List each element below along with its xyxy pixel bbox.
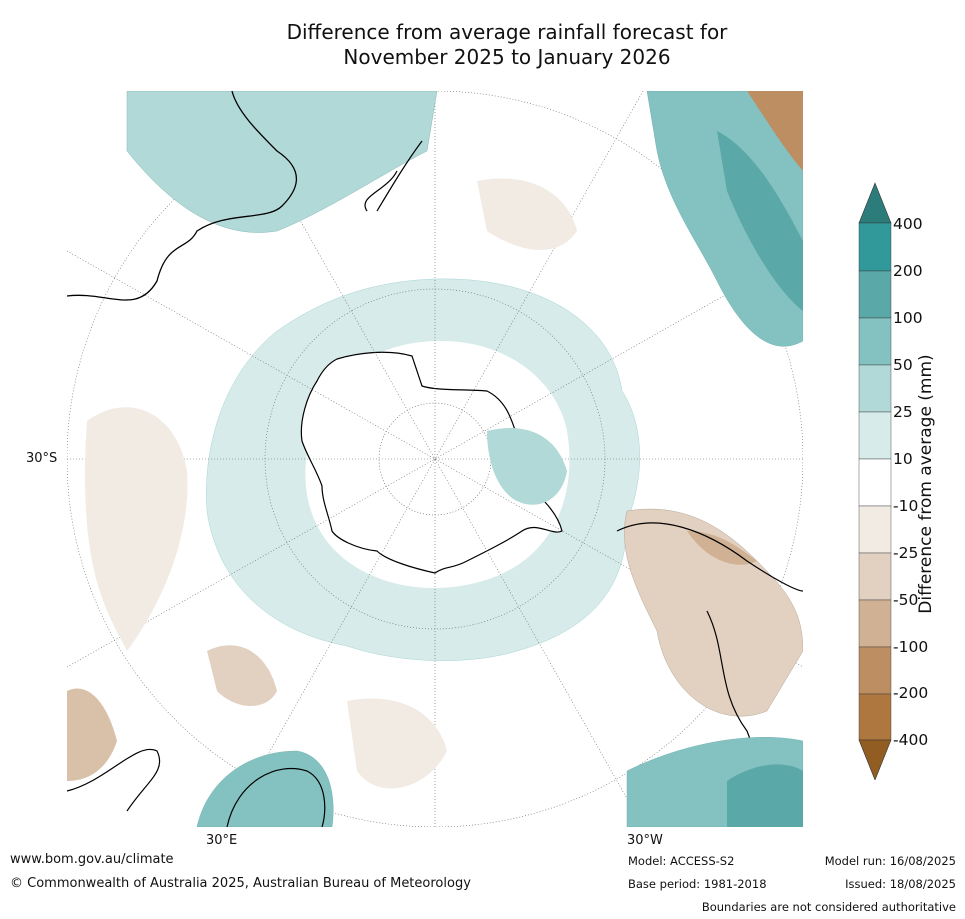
cbar-seg-neutral <box>858 458 892 507</box>
cbar-tick-25: 25 <box>893 403 913 421</box>
base-period-text: Base period: 1981-2018 <box>628 877 767 891</box>
rainfall-map <box>67 91 803 827</box>
dry-patch-2 <box>207 645 277 706</box>
cbar-tick-m10: -10 <box>893 497 919 515</box>
map-title: Difference from average rainfall forecas… <box>0 20 965 70</box>
colorbar-top-arrow <box>858 182 892 224</box>
pole-hole <box>378 402 492 516</box>
model-text: Model: ACCESS-S2 <box>628 854 735 868</box>
copyright-text: © Commonwealth of Australia 2025, Austra… <box>10 876 471 891</box>
cbar-seg-m10-m25 <box>858 505 892 554</box>
boundaries-note: Boundaries are not considered authoritat… <box>701 900 956 914</box>
title-line-2: November 2025 to January 2026 <box>343 45 671 69</box>
cbar-seg-m50-m100 <box>858 599 892 648</box>
colorbar-label: Difference from average (mm) <box>916 354 936 614</box>
dry-patch-3 <box>347 698 447 789</box>
cbar-tick-10: 10 <box>893 450 913 468</box>
south-america-dry <box>624 508 803 717</box>
lon-label-30e: 30°E <box>206 833 238 848</box>
south-atlantic-strong <box>727 764 803 827</box>
cbar-seg-m100-m200 <box>858 646 892 695</box>
cbar-tick-m50: -50 <box>893 591 919 609</box>
cbar-seg-200-400 <box>858 222 892 272</box>
issued-text: Issued: 18/08/2025 <box>845 877 956 891</box>
cbar-seg-10-25 <box>858 411 892 460</box>
dry-patch-4 <box>477 178 577 250</box>
website-link[interactable]: www.bom.gov.au/climate <box>10 852 174 867</box>
colorbar <box>858 182 892 780</box>
new-zealand-coast <box>364 140 423 212</box>
south-america-dry-core <box>687 531 757 565</box>
australia-wet-area <box>126 91 438 233</box>
africa-wet <box>196 750 334 827</box>
cbar-seg-m200-m400 <box>858 693 892 741</box>
africa-coast <box>67 748 326 827</box>
cbar-tick-100: 100 <box>893 309 923 327</box>
cbar-seg-50-100 <box>858 317 892 366</box>
graticule <box>67 91 803 827</box>
colorbar-bottom-arrow <box>858 739 892 780</box>
cbar-tick-200: 200 <box>893 262 923 280</box>
africa-dry-left <box>67 688 117 781</box>
east-pacific-wet <box>646 91 803 347</box>
dry-patch-1 <box>85 407 188 651</box>
cbar-seg-m25-m50 <box>858 552 892 601</box>
cbar-tick-400: 400 <box>893 215 923 233</box>
east-pacific-strong <box>717 131 803 311</box>
cbar-tick-50: 50 <box>893 356 913 374</box>
cbar-seg-100-200 <box>858 270 892 319</box>
cbar-seg-25-50 <box>858 364 892 413</box>
cbar-tick-m200: -200 <box>893 684 929 702</box>
model-run-text: Model run: 16/08/2025 <box>824 854 956 868</box>
title-line-1: Difference from average rainfall forecas… <box>286 20 728 44</box>
cbar-tick-m400: -400 <box>893 731 929 749</box>
cbar-tick-m25: -25 <box>893 544 919 562</box>
dry-corner-top-right <box>747 91 803 171</box>
wet-patch-1 <box>487 427 567 505</box>
cbar-tick-m100: -100 <box>893 638 929 656</box>
australia-coast <box>67 91 298 301</box>
lon-label-30w: 30°W <box>627 833 663 848</box>
map-canvas <box>67 91 803 827</box>
lat-label-30s: 30°S <box>26 451 58 466</box>
